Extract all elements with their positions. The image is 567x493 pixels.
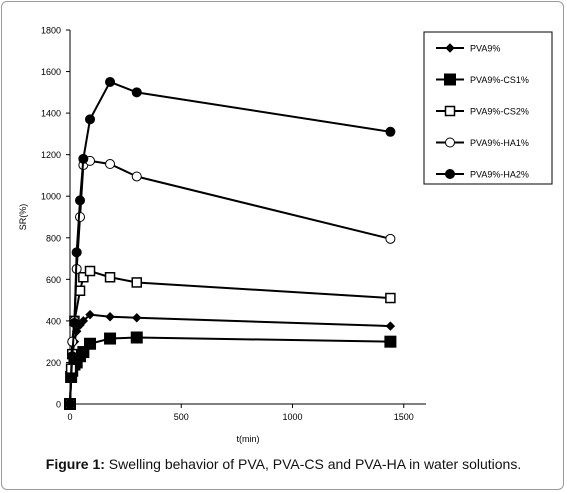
series-line-1 (69, 336, 391, 405)
series-4-point-3 (71, 247, 82, 258)
series-4-point-2 (69, 317, 80, 328)
x-tick-label-0: 0 (67, 412, 72, 422)
y-axis-label: SR(%) (18, 204, 28, 231)
legend-marker-3 (445, 137, 455, 148)
x-axis-label: t(min) (237, 434, 260, 444)
legend-marker-2 (444, 105, 456, 117)
y-tick-label-5: 1000 (41, 192, 61, 202)
series-3-point-7 (105, 159, 116, 170)
y-tick-label-3: 600 (46, 275, 61, 285)
series-4-point-1 (67, 351, 78, 362)
legend-marker-4 (445, 169, 455, 179)
series-0-point-6 (78, 316, 89, 326)
y-tick-label-1: 200 (46, 358, 61, 368)
legend-label-2: PVA9%-CS2% (470, 107, 529, 117)
series-4-point-5 (78, 153, 89, 164)
y-tick-label-9: 1800 (41, 26, 61, 36)
y-tick-label-4: 800 (46, 233, 61, 243)
series-2-point-9 (385, 292, 396, 304)
legend-label-0: PVA9% (470, 44, 500, 54)
caption-text: Swelling behavior of PVA, PVA-CS and PVA… (108, 456, 522, 472)
y-tick-label-7: 1400 (41, 109, 61, 119)
series-2-point-7 (104, 272, 116, 283)
legend-label-1: PVA9%-CS1% (470, 75, 529, 85)
y-tick-label-2: 400 (46, 316, 61, 326)
swelling-chart: 0 200 400 600 800 1000 1200 1400 1600 1800 0 500 100… (18, 26, 553, 444)
series-0-point-7 (85, 309, 95, 320)
series-4-point-8 (131, 87, 142, 98)
series-4-point-7 (105, 76, 116, 87)
series-4-point-9 (385, 126, 396, 137)
x-tick-label-1: 500 (174, 412, 189, 422)
series-1-point-8 (104, 332, 117, 345)
caption-label: Figure 1: (45, 456, 105, 472)
series-1-point-7 (84, 337, 97, 350)
series-3-point-9 (385, 233, 396, 244)
series-4 (65, 76, 396, 409)
y-tick-label-0: 0 (56, 400, 61, 410)
legend-label-3: PVA9%-HA1% (470, 138, 529, 148)
series-line-4 (69, 80, 391, 405)
series-1-point-9 (130, 331, 143, 344)
series-4-point-4 (75, 195, 86, 206)
legend-marker-1 (444, 73, 456, 86)
series-2-point-5 (78, 272, 89, 283)
series-4-point-6 (85, 114, 96, 125)
series-0 (65, 309, 396, 409)
x-tick-label-3: 1500 (394, 412, 414, 422)
series-4-point-0 (65, 399, 75, 409)
series-1-point-6 (77, 346, 90, 359)
series-line-3 (69, 159, 391, 405)
chart-legend: PVA9% PVA9%-CS1% PVA9%-CS2% PVA9%-HA1% PVA9%… (423, 31, 553, 185)
legend-marker-0 (445, 43, 455, 53)
y-tick-label-8: 1600 (41, 67, 61, 77)
figure-caption: Figure 1: Swelling behavior of PVA, PVA-… (0, 456, 567, 472)
series-3-point-8 (131, 171, 142, 182)
series-0-point-10 (385, 321, 396, 331)
chart-series (64, 76, 397, 410)
series-0-point-9 (132, 313, 142, 323)
series-line-0 (69, 313, 391, 405)
legend-label-4: PVA9%-HA2% (470, 170, 529, 180)
y-tick-label-6: 1200 (41, 150, 61, 160)
series-2-point-8 (131, 277, 142, 288)
series-0-point-8 (105, 312, 115, 322)
series-2-point-6 (84, 265, 96, 277)
series-1-point-10 (384, 335, 397, 348)
x-tick-label-2: 1000 (282, 412, 302, 422)
series-1 (64, 331, 397, 410)
